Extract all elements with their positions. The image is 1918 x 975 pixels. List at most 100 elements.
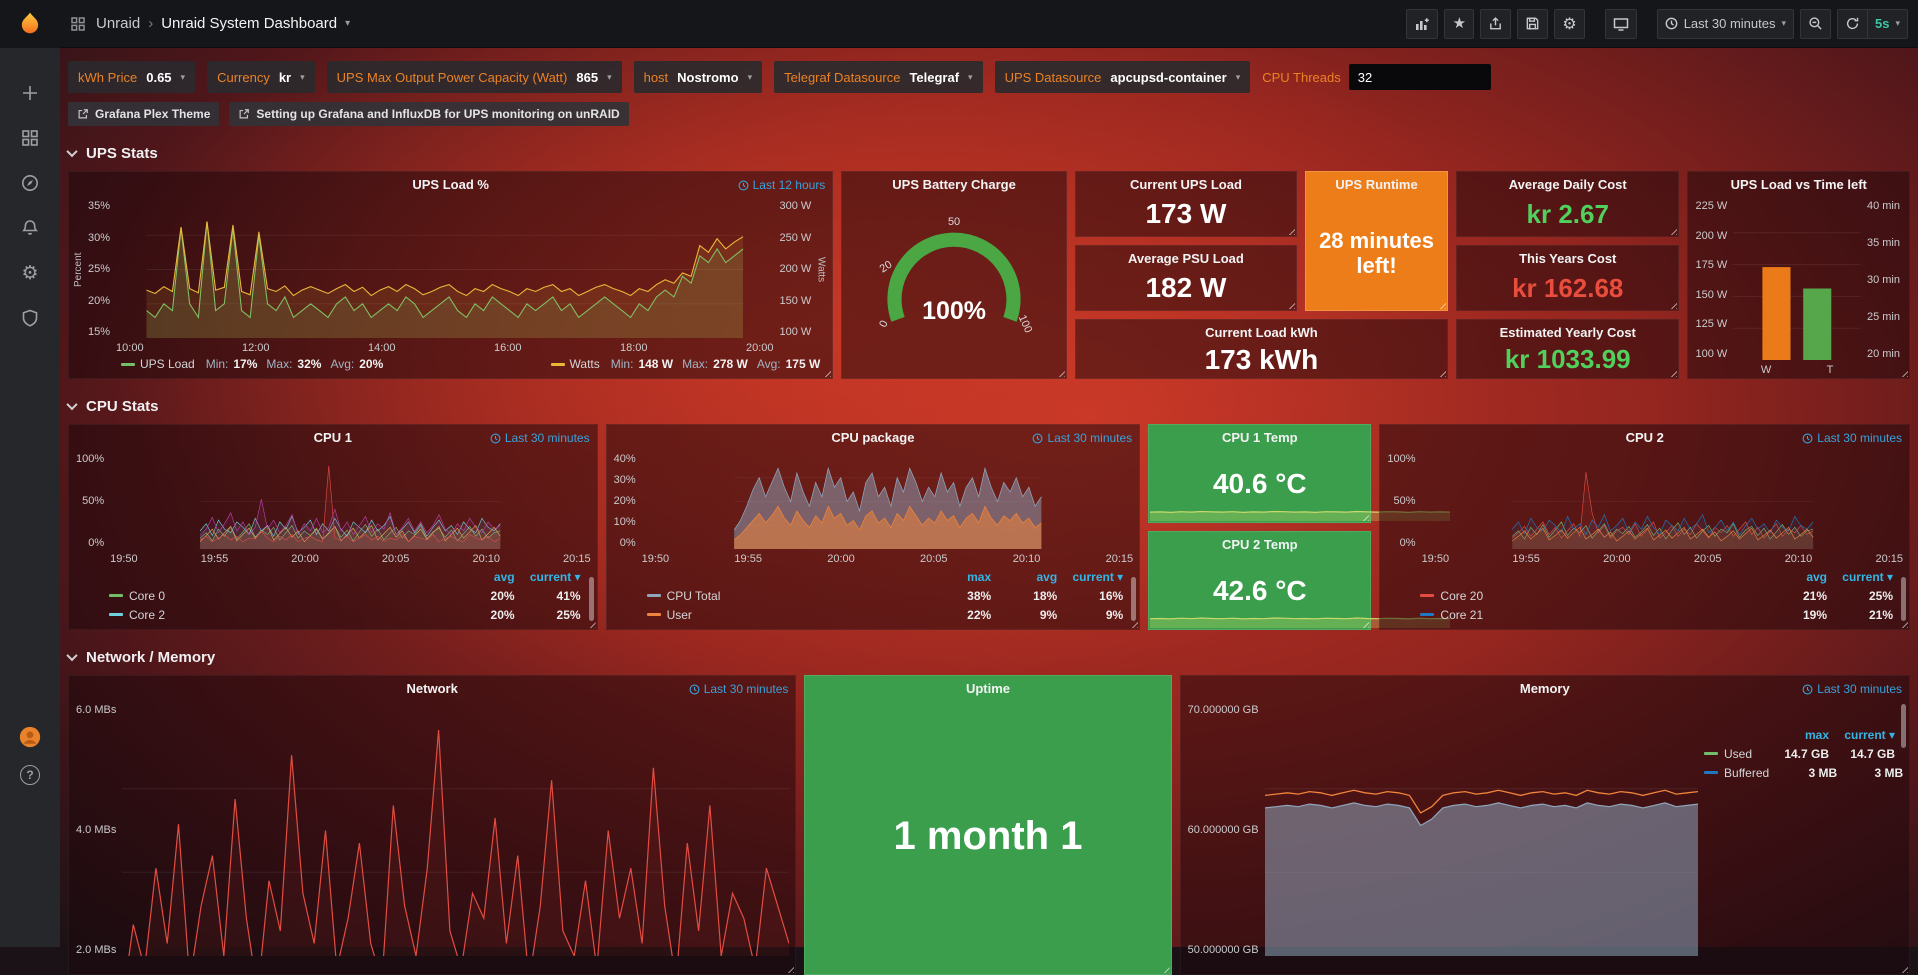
help-icon[interactable]: ? xyxy=(20,765,40,785)
breadcrumb-folder[interactable]: Unraid xyxy=(96,15,140,32)
panel-title[interactable]: Memory xyxy=(1520,681,1570,696)
axis-tick: 70.000000 GB xyxy=(1188,705,1259,716)
variable-ups-datasource[interactable]: UPS Datasource apcupsd-container ▾ xyxy=(995,61,1251,93)
ups-bars-chart[interactable] xyxy=(1733,201,1861,360)
dashboard-settings-button[interactable]: ⚙ xyxy=(1554,9,1584,39)
dashboard-grid-icon[interactable] xyxy=(70,16,86,32)
variable-currency[interactable]: Currency kr ▾ xyxy=(207,61,315,93)
axis-tick: 12:00 xyxy=(242,342,270,355)
panel-title[interactable]: CPU 1 Temp xyxy=(1222,430,1298,445)
panel-title[interactable]: Uptime xyxy=(966,681,1010,696)
panel-title[interactable]: CPU 1 xyxy=(314,430,352,445)
axis-tick: 40% xyxy=(614,454,636,465)
axis-tick: 35 min xyxy=(1867,238,1900,249)
panel-title[interactable]: Average PSU Load xyxy=(1128,251,1244,266)
variable-telegraf-datasource[interactable]: Telegraf Datasource Telegraf ▾ xyxy=(774,61,982,93)
axis-tick: 300 W xyxy=(780,201,812,212)
legend-scrollbar[interactable] xyxy=(1901,577,1906,621)
clock-icon xyxy=(738,180,749,191)
configuration-gear-icon[interactable]: ⚙ xyxy=(19,262,41,284)
panel-time-range: Last 30 minutes xyxy=(1802,682,1902,696)
cpu-threads-input[interactable]: 32 xyxy=(1349,64,1491,90)
create-plus-icon[interactable] xyxy=(19,82,41,104)
link-label: Setting up Grafana and InfluxDB for UPS … xyxy=(256,107,619,121)
section-header-ups-stats[interactable]: UPS Stats xyxy=(68,141,1910,165)
breadcrumb-dashboard-title[interactable]: Unraid System Dashboard xyxy=(161,15,337,32)
section-header-cpu-stats[interactable]: CPU Stats xyxy=(68,394,1910,418)
panel-current-load-kwh: Current Load kWh 173 kWh xyxy=(1075,319,1448,379)
panel-title[interactable]: Network xyxy=(407,681,458,696)
dashboard-link-ups-monitoring-guide[interactable]: Setting up Grafana and InfluxDB for UPS … xyxy=(229,102,628,126)
alerting-bell-icon[interactable] xyxy=(19,217,41,239)
cpu-package-chart[interactable] xyxy=(642,454,1134,549)
legend-scrollbar[interactable] xyxy=(1131,577,1136,621)
share-button[interactable] xyxy=(1480,9,1511,39)
panel-title[interactable]: UPS Load % xyxy=(412,177,489,192)
panel-title[interactable]: Current UPS Load xyxy=(1130,177,1242,192)
panel-header: UPS Load % Last 12 hours xyxy=(69,172,832,197)
panel-average-psu-load: Average PSU Load 182 W xyxy=(1075,245,1297,311)
panel-title[interactable]: CPU 2 xyxy=(1626,430,1664,445)
network-chart[interactable] xyxy=(122,705,789,956)
star-button[interactable]: ★ xyxy=(1444,9,1474,39)
panel-title[interactable]: This Years Cost xyxy=(1519,251,1616,266)
memory-chart[interactable] xyxy=(1265,705,1698,956)
panel-title[interactable]: Estimated Yearly Cost xyxy=(1500,325,1636,340)
panel-title[interactable]: Current Load kWh xyxy=(1205,325,1318,340)
dashboards-icon[interactable] xyxy=(19,127,41,149)
panel-title[interactable]: CPU package xyxy=(831,430,914,445)
ups-load-chart[interactable] xyxy=(116,201,773,338)
time-range-picker[interactable]: Last 30 minutes ▾ xyxy=(1657,9,1794,39)
refresh-interval-picker[interactable]: 5s ▾ xyxy=(1867,9,1908,39)
axis-tick: 0% xyxy=(88,538,104,549)
legend-scrollbar[interactable] xyxy=(1901,704,1906,748)
panel-title[interactable]: UPS Battery Charge xyxy=(892,177,1016,192)
axis-tick: 19:55 xyxy=(1512,553,1540,566)
cpu-temps-column: CPU 1 Temp 40.6 °C CPU 2 Temp 42.6 °C xyxy=(1148,424,1371,630)
server-admin-shield-icon[interactable] xyxy=(19,307,41,329)
zoom-out-button[interactable] xyxy=(1800,9,1831,39)
variable-kwh-price[interactable]: kWh Price 0.65 ▾ xyxy=(68,61,195,93)
refresh-button[interactable] xyxy=(1837,9,1867,39)
panel-title[interactable]: UPS Load vs Time left xyxy=(1731,177,1867,192)
grafana-logo[interactable] xyxy=(0,0,60,48)
section-title: Network / Memory xyxy=(86,649,215,666)
user-avatar[interactable] xyxy=(19,726,41,748)
chevron-down-icon[interactable]: ▾ xyxy=(345,18,350,29)
axis-tick: 20:10 xyxy=(1785,553,1813,566)
panel-title[interactable]: Average Daily Cost xyxy=(1509,177,1627,192)
save-button[interactable] xyxy=(1517,9,1548,39)
dashboard-link-grafana-plex-theme[interactable]: Grafana Plex Theme xyxy=(68,102,219,126)
explore-compass-icon[interactable] xyxy=(19,172,41,194)
add-panel-button[interactable] xyxy=(1406,9,1438,39)
battery-gauge: 0 20 50 100 100% xyxy=(842,197,1066,378)
cpu2-chart[interactable] xyxy=(1422,454,1903,549)
panel-title[interactable]: UPS Runtime xyxy=(1335,177,1417,192)
cycle-view-monitor-button[interactable] xyxy=(1605,9,1637,39)
section-header-network-memory[interactable]: Network / Memory xyxy=(68,645,1910,669)
panel-title[interactable]: CPU 2 Temp xyxy=(1222,537,1298,552)
variable-ups-max-output[interactable]: UPS Max Output Power Capacity (Watt) 865… xyxy=(327,61,622,93)
panel-time-range: Last 12 hours xyxy=(738,178,826,192)
variable-host[interactable]: host Nostromo ▾ xyxy=(634,61,763,93)
legend-scrollbar[interactable] xyxy=(589,577,594,621)
cpu1-chart[interactable] xyxy=(110,454,590,549)
